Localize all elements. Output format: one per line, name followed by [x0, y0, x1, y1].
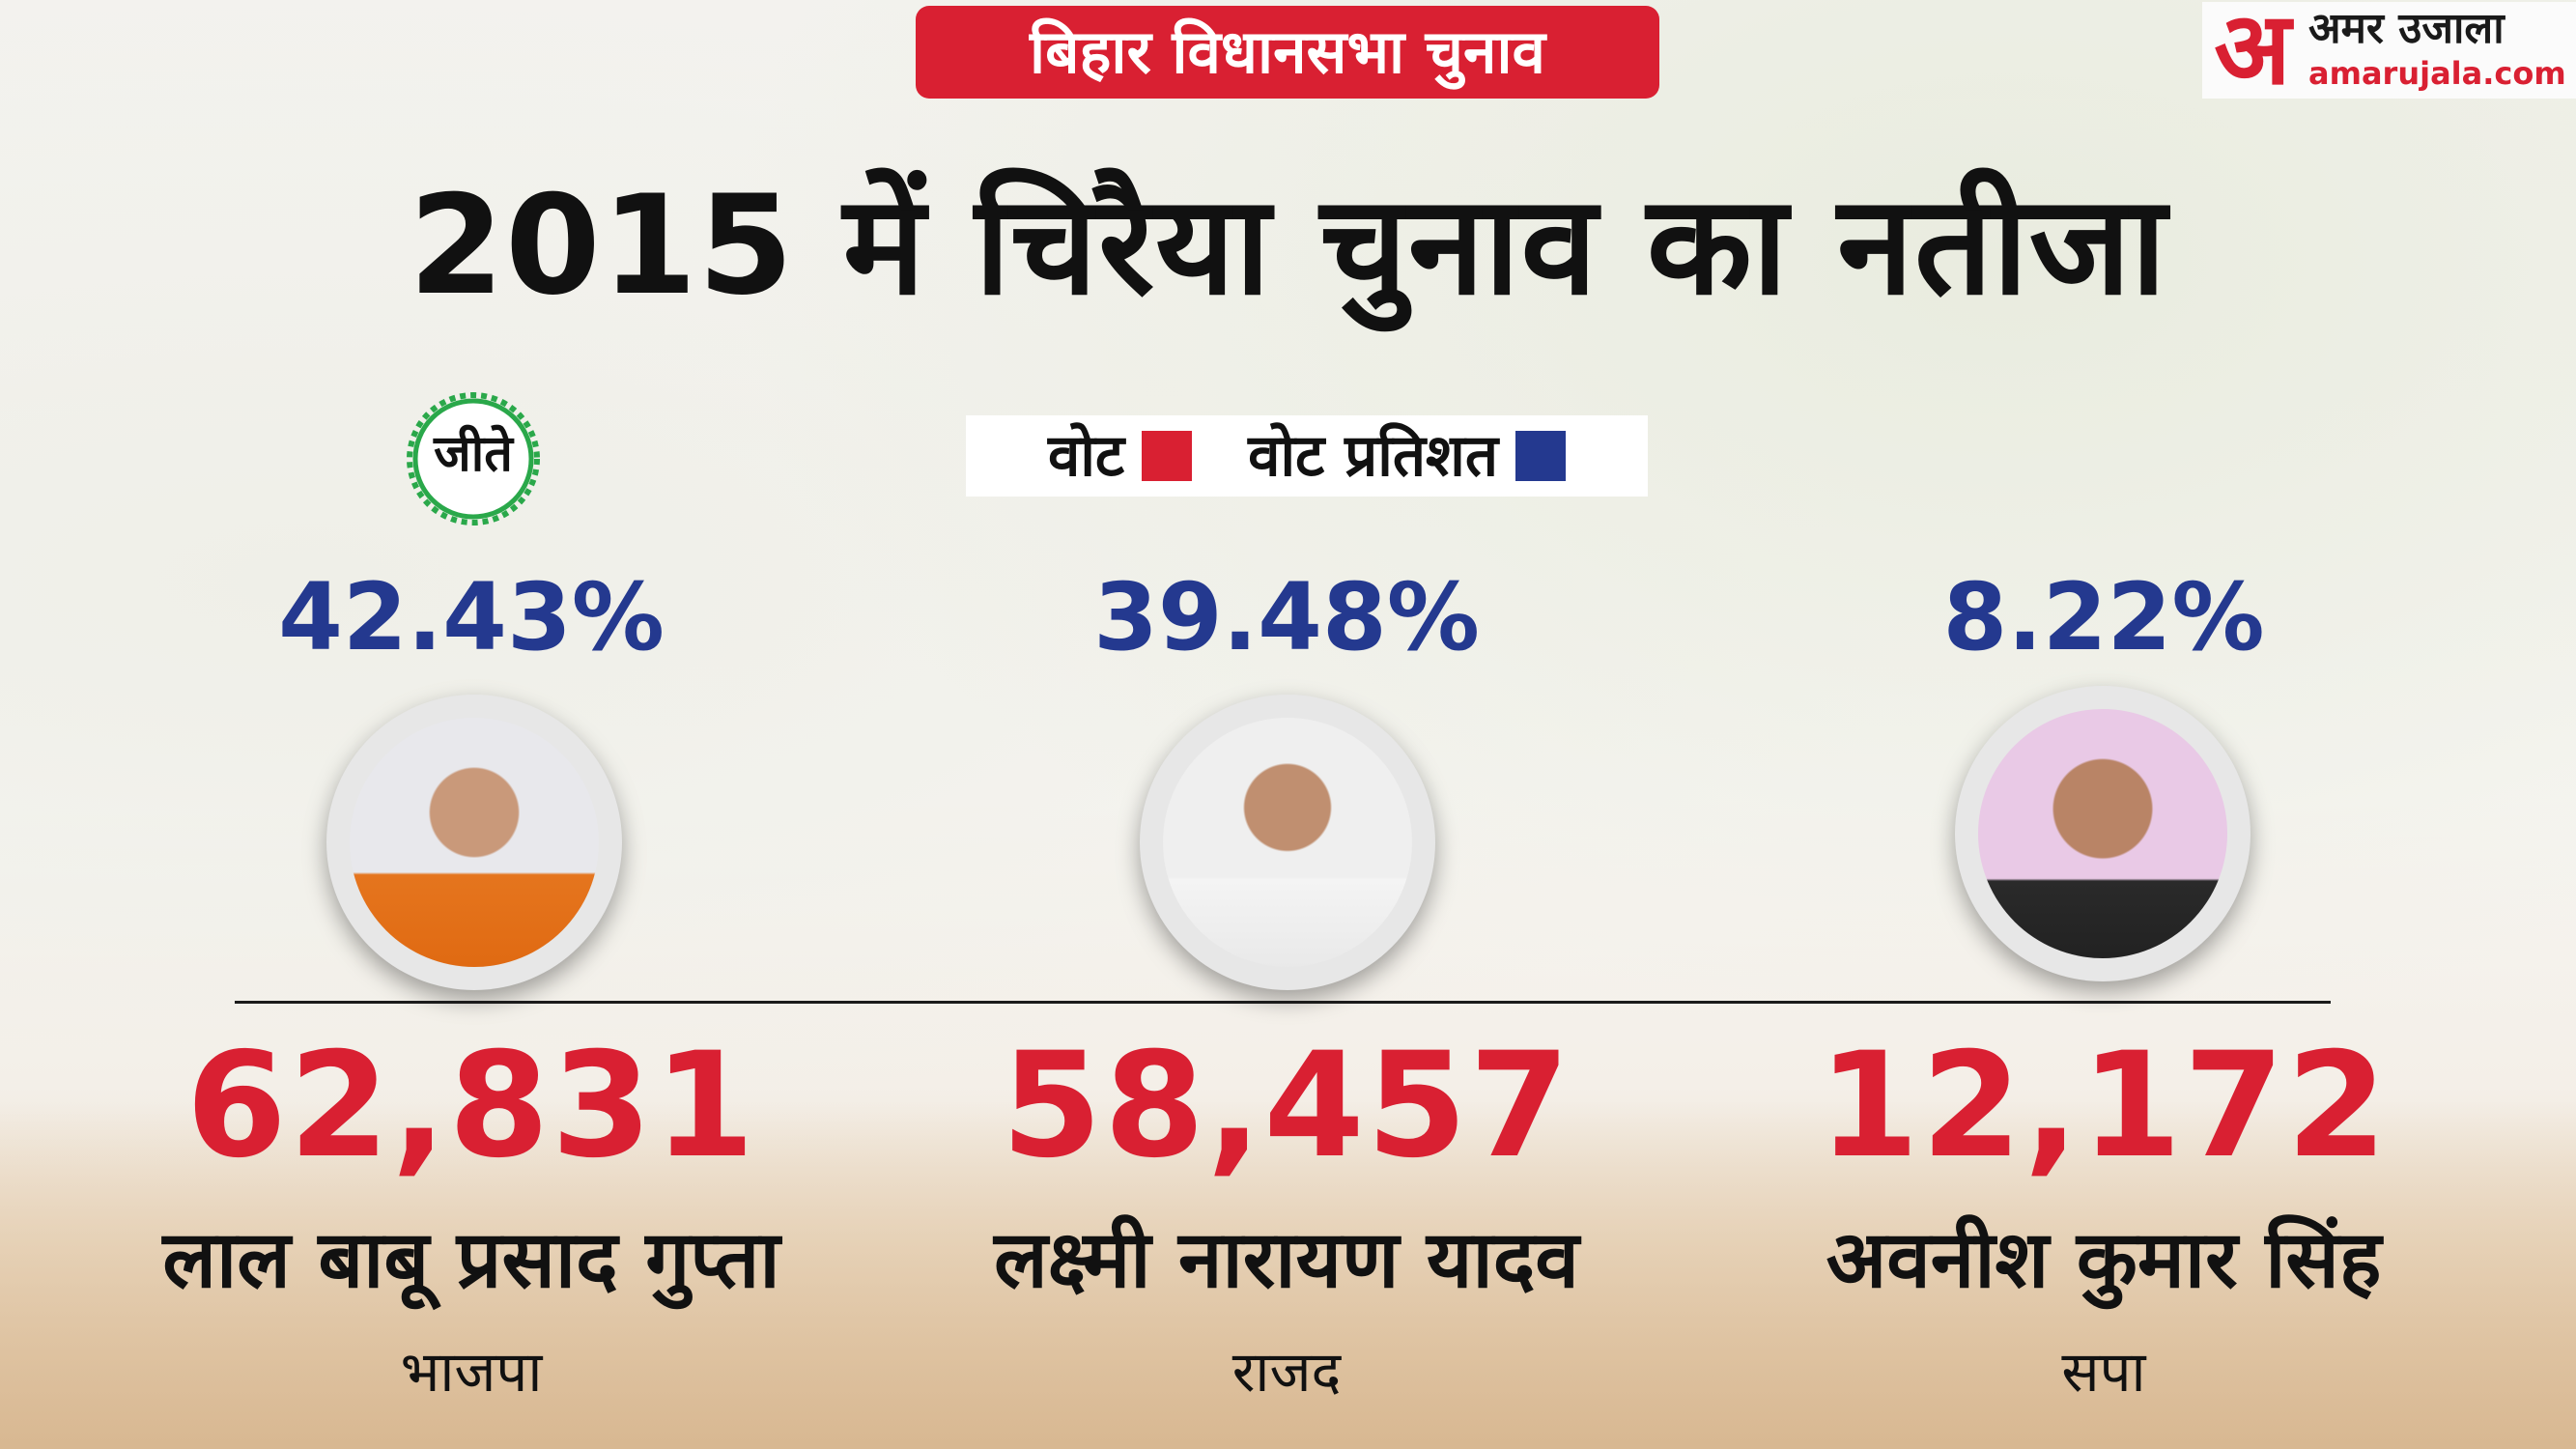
candidate-2-percent: 39.48%	[1093, 563, 1480, 671]
legend-percent-swatch	[1515, 431, 1567, 481]
winner-badge-text: जीते	[434, 425, 513, 483]
badge-seal-icon	[407, 392, 540, 526]
legend: वोट वोट प्रतिशत	[966, 415, 1648, 497]
logo-url: amarujala.com	[2308, 55, 2566, 92]
candidate-3-party: सपा	[2061, 1339, 2146, 1405]
candidate-1-photo	[326, 695, 622, 990]
header-tag: बिहार विधानसभा चुनाव	[916, 6, 1659, 99]
candidate-3-votes: 12,172	[1818, 1022, 2390, 1190]
candidate-1-party: भाजपा	[400, 1339, 543, 1405]
candidate-2-party: राजद	[1231, 1339, 1342, 1405]
legend-percent-label: वोट प्रतिशत	[1248, 422, 1499, 490]
candidate-1-percent: 42.43%	[278, 563, 665, 671]
candidate-1-votes: 62,831	[185, 1022, 757, 1190]
candidate-2-votes: 58,457	[1001, 1022, 1572, 1190]
candidate-3-percent: 8.22%	[1942, 563, 2265, 671]
divider-line	[235, 1001, 2331, 1004]
winner-badge: जीते	[396, 382, 551, 536]
page-title: 2015 में चिरैया चुनाव का नतीजा	[409, 166, 2167, 326]
logo-box	[2202, 2, 2576, 99]
legend-votes-swatch	[1142, 431, 1193, 481]
candidate-3-photo	[1955, 686, 2250, 981]
candidate-1-name: लाल बाबू प्रसाद गुप्ता	[162, 1214, 780, 1306]
logo-name: अमर उजाला	[2308, 4, 2505, 53]
candidate-2-photo	[1140, 695, 1435, 990]
legend-votes-label: वोट	[1047, 422, 1125, 490]
logo-mark: अ	[2214, 0, 2291, 107]
candidate-2-name: लक्ष्मी नारायण यादव	[994, 1214, 1579, 1306]
candidate-3-name: अवनीश कुमार सिंह	[1826, 1214, 2382, 1306]
